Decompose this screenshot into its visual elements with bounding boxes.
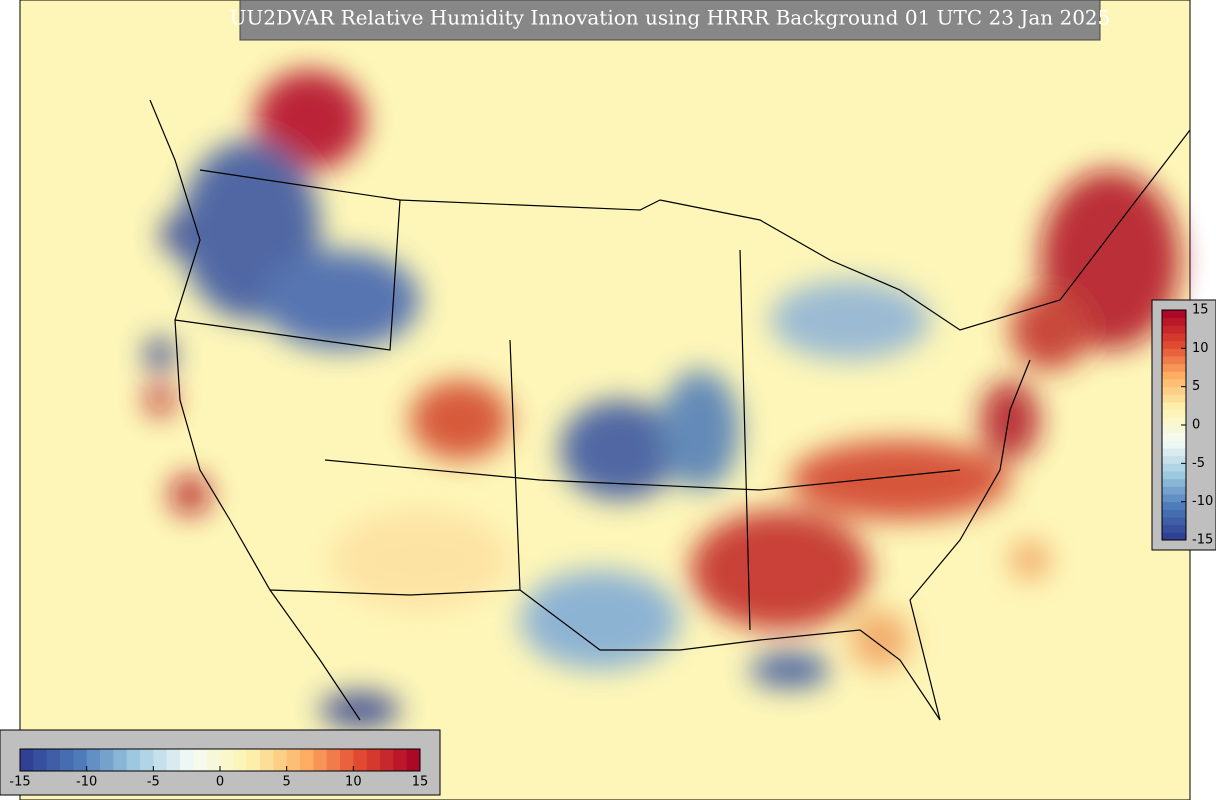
- colorbar-segment: [1162, 440, 1186, 449]
- colorbar-segment: [73, 749, 88, 771]
- colorbar-segment: [1162, 425, 1186, 434]
- colorbar-segment: [206, 749, 221, 771]
- colorbar-segment: [286, 749, 301, 771]
- colorbar-segment: [1162, 379, 1186, 388]
- colorbar-right: 15 10 5 0 -5 -10 -15: [1151, 299, 1216, 551]
- colorbar-segment: [126, 749, 141, 771]
- colorbar-segment: [406, 749, 421, 771]
- humidity-field: [145, 70, 1180, 728]
- tick-label: 15: [412, 775, 429, 790]
- tick-label: -15: [9, 775, 30, 790]
- colorbar-segment: [1162, 340, 1186, 349]
- tick-label: 0: [216, 775, 224, 790]
- colorbar-segment: [86, 749, 101, 771]
- colorbar-segment: [140, 749, 154, 771]
- colorbar-segment: [1162, 417, 1186, 426]
- colorbar-segment: [166, 749, 181, 771]
- colorbar-segment: [1162, 509, 1186, 518]
- colorbar-segment: [1162, 317, 1186, 326]
- colorbar-segment: [20, 749, 34, 771]
- colorbar-segment: [1162, 478, 1186, 487]
- colorbar-segment: [233, 749, 248, 771]
- colorbar-segment: [1162, 532, 1186, 541]
- colorbar-segment: [353, 749, 368, 771]
- colorbar-segment: [340, 749, 354, 771]
- colorbar-segment: [1162, 310, 1186, 319]
- title-background: [239, 0, 1101, 41]
- tick-label: -10: [76, 775, 97, 790]
- colorbar-segment: [1162, 448, 1186, 457]
- colorbar-segment: [1162, 517, 1186, 526]
- colorbar-segment: [313, 749, 328, 771]
- colorbar-segment: [180, 749, 194, 771]
- colorbar-segment: [1162, 471, 1186, 480]
- tick-label: -5: [1192, 456, 1205, 471]
- colorbar-segment: [1162, 356, 1186, 365]
- colorbar-segment: [300, 749, 314, 771]
- colorbar-segment: [1162, 494, 1186, 503]
- colorbar-segment: [1162, 463, 1186, 472]
- colorbar-segment: [260, 749, 274, 771]
- tick-label: 15: [1192, 303, 1209, 318]
- colorbar-segment: [153, 749, 168, 771]
- colorbar-segment: [100, 749, 114, 771]
- colorbar-segment: [1162, 325, 1186, 334]
- colorbar-segment: [1162, 432, 1186, 441]
- colorbar-segment: [1162, 524, 1186, 533]
- colorbar-segment: [1162, 333, 1186, 342]
- title-box: UU2DVAR Relative Humidity Innovation usi…: [230, 0, 1111, 41]
- boundaries: [149, 99, 1191, 721]
- colorbar-segment: [1162, 363, 1186, 372]
- colorbar-segment: [1162, 348, 1186, 357]
- map: [19, 0, 1191, 800]
- tick-label: 10: [1192, 341, 1209, 356]
- colorbar-segment: [1162, 371, 1186, 380]
- colorbar-segment: [1162, 455, 1186, 464]
- colorbar-segment: [366, 749, 381, 771]
- tick-label: 5: [283, 775, 291, 790]
- colorbar-segment: [380, 749, 394, 771]
- colorbar-segment: [113, 749, 128, 771]
- colorbar-segment: [1162, 409, 1186, 418]
- colorbar-segment: [1162, 402, 1186, 411]
- tick-label: -15: [1192, 533, 1213, 548]
- tick-label: 0: [1192, 418, 1200, 433]
- colorbar-segment: [46, 749, 61, 771]
- colorbar-bottom: -15 -10 -5 0 5 10 15: [0, 729, 441, 796]
- tick-label: -10: [1192, 494, 1213, 509]
- title: UU2DVAR Relative Humidity Innovation usi…: [230, 6, 1111, 30]
- colorbar-segment: [1162, 394, 1186, 403]
- colorbar-segment: [1162, 501, 1186, 510]
- colorbar-segment: [33, 749, 48, 771]
- colorbar-segment: [220, 749, 234, 771]
- colorbar-segment: [393, 749, 408, 771]
- colorbar-segment: [193, 749, 208, 771]
- colorbar-segment: [326, 749, 341, 771]
- tick-label: 10: [345, 775, 362, 790]
- colorbar-segment: [246, 749, 261, 771]
- colorbar-segment: [1162, 386, 1186, 395]
- colorbar-segment: [273, 749, 288, 771]
- tick-label: 5: [1192, 379, 1200, 394]
- tick-label: -5: [147, 775, 160, 790]
- colorbar-segment: [60, 749, 74, 771]
- colorbar-segment: [1162, 486, 1186, 495]
